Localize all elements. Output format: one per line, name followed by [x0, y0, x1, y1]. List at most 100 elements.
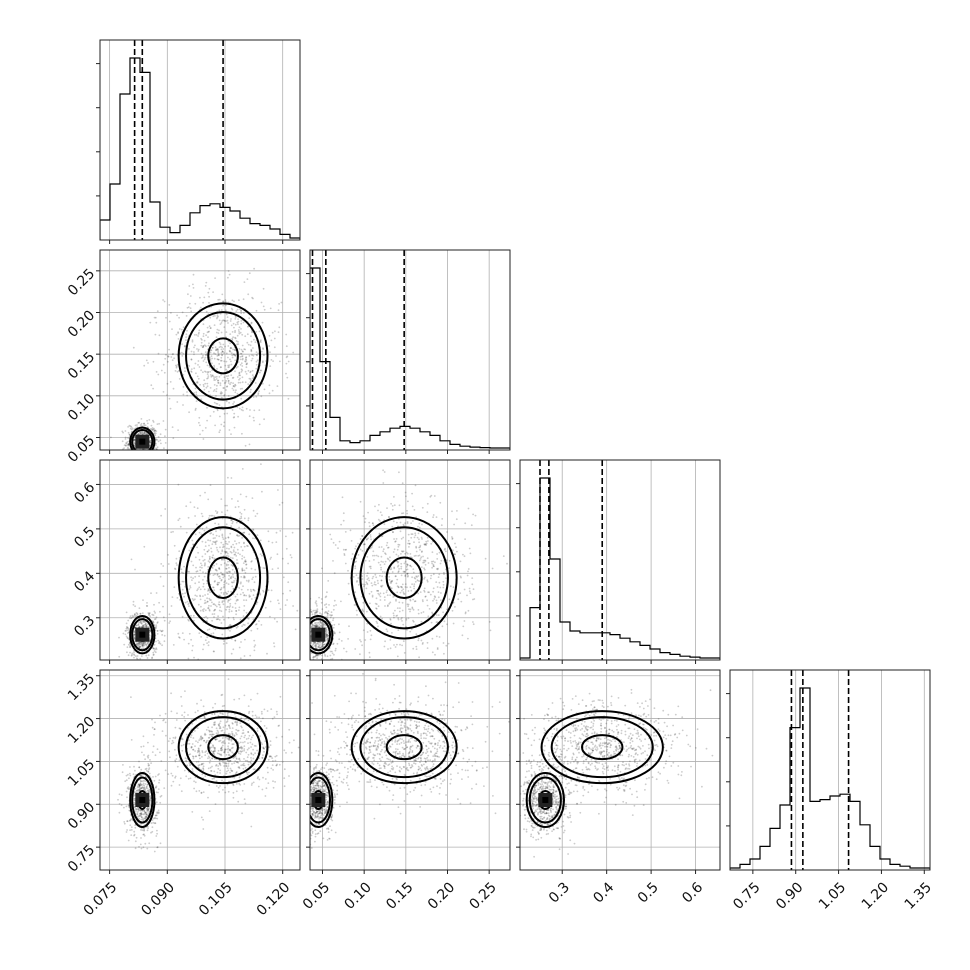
scatter-point	[397, 586, 400, 588]
scatter-point	[228, 541, 231, 543]
scatter-point	[321, 608, 324, 611]
scatter-point	[430, 560, 433, 563]
scatter-point	[209, 532, 212, 535]
scatter-point	[207, 593, 209, 595]
scatter-point	[160, 563, 163, 565]
scatter-point	[333, 599, 336, 602]
scatter-point	[434, 653, 436, 656]
scatter-point	[226, 592, 229, 595]
scatter-point	[241, 625, 244, 627]
scatter-point	[430, 621, 433, 624]
scatter-point	[144, 811, 147, 814]
scatter-point	[433, 565, 435, 568]
scatter-point	[259, 341, 262, 343]
scatter-point	[217, 379, 219, 382]
scatter-point	[172, 644, 175, 646]
scatter-point	[182, 326, 185, 329]
scatter-point	[323, 643, 326, 646]
scatter-point	[172, 530, 174, 533]
scatter-point	[199, 609, 202, 612]
scatter-point	[324, 653, 326, 656]
scatter-point	[238, 407, 241, 410]
scatter-point	[412, 598, 414, 601]
scatter-point	[143, 455, 145, 457]
scatter-point	[211, 346, 214, 349]
scatter-point	[220, 352, 223, 354]
scatter-point	[400, 574, 403, 577]
scatter-point	[213, 564, 216, 567]
scatter-point	[206, 600, 209, 603]
scatter-point	[214, 537, 216, 539]
scatter-point	[440, 524, 443, 527]
scatter-point	[207, 371, 210, 373]
scatter-point	[225, 389, 227, 391]
scatter-point	[362, 583, 364, 586]
scatter-point	[133, 630, 136, 633]
scatter-point	[207, 377, 210, 379]
scatter-point	[387, 546, 390, 549]
scatter-point	[415, 554, 417, 557]
scatter-point	[193, 367, 196, 370]
scatter-point	[209, 316, 212, 319]
scatter-point	[138, 451, 140, 453]
scatter-point	[361, 535, 364, 538]
scatter-point	[206, 550, 209, 553]
scatter-point	[126, 646, 129, 649]
scatter-point	[129, 766, 131, 768]
scatter-point	[262, 348, 265, 350]
scatter-point	[156, 630, 159, 632]
scatter-point	[155, 451, 157, 453]
scatter-point	[155, 640, 157, 643]
scatter-point	[152, 387, 155, 390]
scatter-point	[292, 351, 295, 354]
scatter-point	[139, 782, 142, 784]
scatter-point	[168, 613, 171, 616]
scatter-point	[215, 336, 218, 339]
scatter-point	[216, 317, 218, 320]
scatter-point	[241, 381, 244, 384]
scatter-point	[222, 593, 225, 596]
scatter-point	[411, 607, 414, 610]
scatter-point	[231, 522, 234, 525]
scatter-point	[153, 433, 156, 435]
scatter-point	[471, 577, 474, 579]
scatter-point	[138, 641, 140, 644]
panel-frame	[519, 459, 721, 661]
scatter-point	[156, 633, 159, 635]
scatter-point	[400, 586, 403, 588]
scatter-point	[203, 608, 205, 610]
scatter-point	[213, 609, 216, 611]
scatter-point	[221, 601, 224, 604]
scatter-point	[221, 392, 224, 394]
scatter-point	[132, 615, 135, 618]
scatter-point	[220, 541, 223, 544]
scatter-point	[173, 544, 176, 547]
scatter-point	[285, 345, 288, 348]
scatter-point	[367, 511, 369, 514]
scatter-point	[325, 634, 328, 637]
scatter-point	[248, 355, 251, 357]
scatter-point	[423, 543, 426, 546]
scatter-point	[205, 310, 208, 313]
scatter-point	[158, 422, 161, 425]
scatter-point	[274, 759, 277, 762]
scatter-point	[314, 613, 316, 616]
scatter-point	[118, 655, 121, 658]
scatter-point	[216, 512, 218, 515]
scatter-point	[146, 422, 149, 425]
scatter-point	[270, 589, 273, 592]
scatter-point	[169, 407, 172, 410]
scatter-point	[149, 444, 152, 447]
scatter-point	[252, 416, 255, 419]
scatter-point	[159, 433, 162, 436]
scatter-point	[198, 531, 201, 534]
scatter-point	[379, 511, 382, 514]
scatter-point	[321, 626, 323, 628]
scatter-point	[357, 577, 360, 579]
scatter-point	[320, 645, 323, 648]
scatter-point	[196, 375, 199, 378]
scatter-point	[140, 829, 142, 831]
scatter-point	[129, 824, 132, 827]
scatter-point	[181, 343, 183, 345]
scatter-point	[143, 433, 146, 435]
